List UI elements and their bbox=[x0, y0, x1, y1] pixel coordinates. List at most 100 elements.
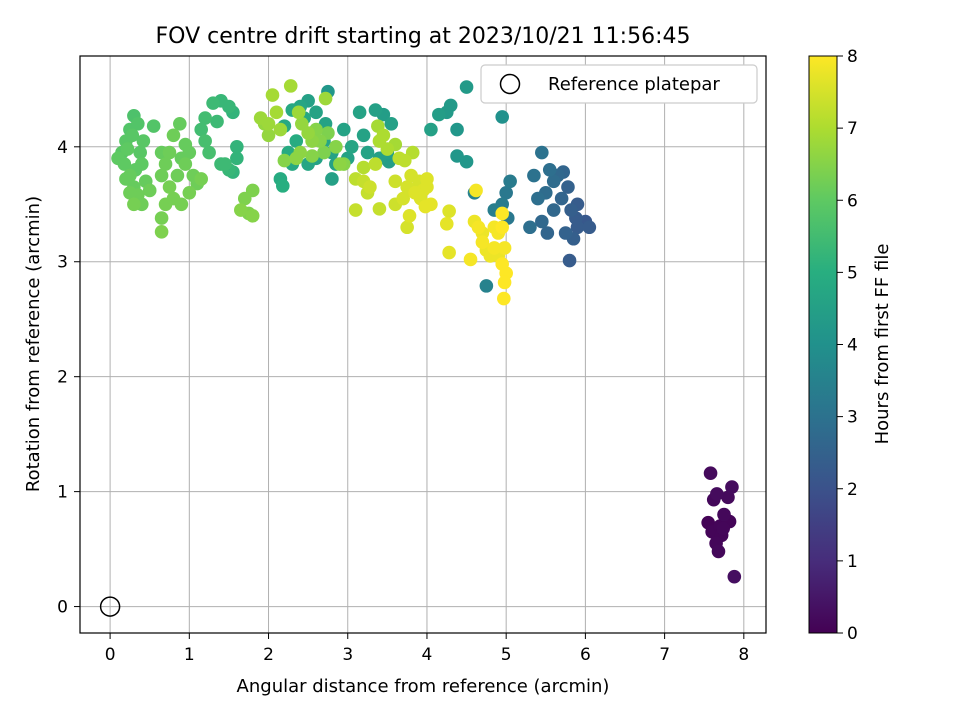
data-point bbox=[174, 197, 189, 212]
data-point bbox=[317, 145, 331, 160]
data-point bbox=[344, 140, 359, 154]
data-point bbox=[380, 142, 395, 156]
x-tick-label: 3 bbox=[342, 645, 353, 665]
data-point bbox=[523, 220, 537, 235]
data-point bbox=[289, 134, 304, 148]
colorbar-tick-label: 7 bbox=[847, 119, 858, 139]
data-point bbox=[170, 168, 185, 183]
data-point bbox=[202, 145, 216, 160]
data-point bbox=[368, 157, 383, 171]
data-point bbox=[325, 172, 339, 186]
data-point bbox=[277, 153, 292, 168]
data-point bbox=[318, 91, 333, 106]
data-point bbox=[127, 197, 141, 212]
data-point bbox=[230, 140, 244, 154]
data-point bbox=[336, 122, 351, 137]
data-point bbox=[154, 225, 169, 239]
data-point bbox=[418, 199, 433, 214]
data-point bbox=[142, 183, 157, 198]
data-point bbox=[495, 110, 510, 124]
data-point bbox=[154, 211, 169, 225]
data-point bbox=[408, 185, 422, 200]
data-point bbox=[230, 151, 244, 166]
data-point bbox=[392, 151, 407, 166]
chart-title: FOV centre drift starting at 2023/10/21 … bbox=[156, 24, 691, 49]
y-tick-label: 3 bbox=[57, 253, 68, 273]
data-point bbox=[463, 252, 478, 267]
data-point bbox=[542, 162, 557, 177]
data-point bbox=[554, 191, 569, 206]
data-point bbox=[194, 122, 208, 137]
data-point bbox=[198, 134, 212, 148]
data-point bbox=[356, 128, 371, 143]
data-point bbox=[479, 279, 494, 293]
data-point bbox=[703, 466, 718, 481]
data-point bbox=[439, 217, 454, 231]
data-point bbox=[117, 157, 132, 171]
data-point bbox=[459, 154, 474, 169]
data-point bbox=[265, 88, 280, 102]
data-point bbox=[372, 202, 387, 216]
data-point bbox=[384, 117, 399, 131]
colorbar-label: Hours from first FF file bbox=[872, 244, 893, 445]
data-point bbox=[561, 180, 575, 194]
data-point bbox=[162, 145, 177, 160]
data-point bbox=[234, 203, 248, 217]
y-tick-label: 4 bbox=[57, 138, 68, 158]
x-tick-label: 6 bbox=[580, 645, 591, 665]
data-point bbox=[269, 105, 284, 120]
data-point bbox=[503, 174, 517, 189]
colorbar-tick-label: 2 bbox=[847, 480, 858, 500]
reference-platepar-point bbox=[99, 596, 121, 617]
data-point bbox=[275, 179, 290, 193]
colorbar-tick-label: 5 bbox=[847, 263, 858, 283]
data-point bbox=[333, 157, 347, 171]
data-point bbox=[123, 185, 137, 200]
data-point bbox=[182, 145, 197, 160]
data-point bbox=[469, 183, 483, 198]
data-point bbox=[158, 157, 173, 171]
x-axis-label: Angular distance from reference (arcmin) bbox=[237, 676, 610, 697]
data-point bbox=[402, 208, 417, 223]
grid-lines bbox=[80, 56, 766, 633]
data-point bbox=[725, 480, 739, 494]
data-point bbox=[218, 157, 232, 171]
legend-entry-reference: Reference platepar bbox=[548, 74, 720, 95]
data-point bbox=[154, 168, 169, 183]
colorbar-tick-label: 4 bbox=[847, 336, 858, 356]
y-tick-label: 2 bbox=[57, 368, 68, 388]
data-point bbox=[475, 235, 490, 250]
data-point bbox=[564, 203, 578, 217]
y-tick-label: 0 bbox=[57, 598, 68, 618]
data-point bbox=[471, 220, 486, 235]
y-axis-ticks: 0 1 2 3 4 bbox=[57, 138, 80, 618]
x-tick-label: 5 bbox=[501, 645, 512, 665]
data-point bbox=[245, 208, 260, 223]
colorbar-gradient bbox=[808, 55, 838, 634]
data-point bbox=[261, 117, 276, 131]
data-point bbox=[291, 105, 306, 120]
data-point bbox=[245, 183, 260, 198]
colorbar: 0 1 2 3 4 5 6 7 8 Hours from first FF file bbox=[808, 47, 893, 644]
data-point bbox=[261, 128, 276, 143]
data-point bbox=[497, 275, 512, 290]
data-point bbox=[495, 220, 510, 235]
x-axis-ticks: 0 1 2 3 4 5 6 7 8 bbox=[105, 633, 749, 665]
data-point bbox=[352, 105, 367, 120]
x-tick-label: 7 bbox=[659, 645, 670, 665]
data-point bbox=[178, 157, 193, 171]
scatter-points bbox=[111, 79, 742, 584]
data-point bbox=[710, 487, 724, 501]
data-point bbox=[368, 103, 383, 117]
data-point bbox=[721, 490, 735, 505]
data-point bbox=[711, 544, 726, 559]
data-point bbox=[198, 111, 212, 125]
data-point bbox=[173, 117, 187, 131]
colorbar-tick-label: 3 bbox=[847, 408, 858, 428]
data-point bbox=[146, 119, 161, 133]
data-point bbox=[210, 114, 224, 129]
x-tick-label: 8 bbox=[738, 645, 749, 665]
colorbar-tick-label: 8 bbox=[847, 47, 858, 67]
data-point bbox=[309, 105, 323, 120]
